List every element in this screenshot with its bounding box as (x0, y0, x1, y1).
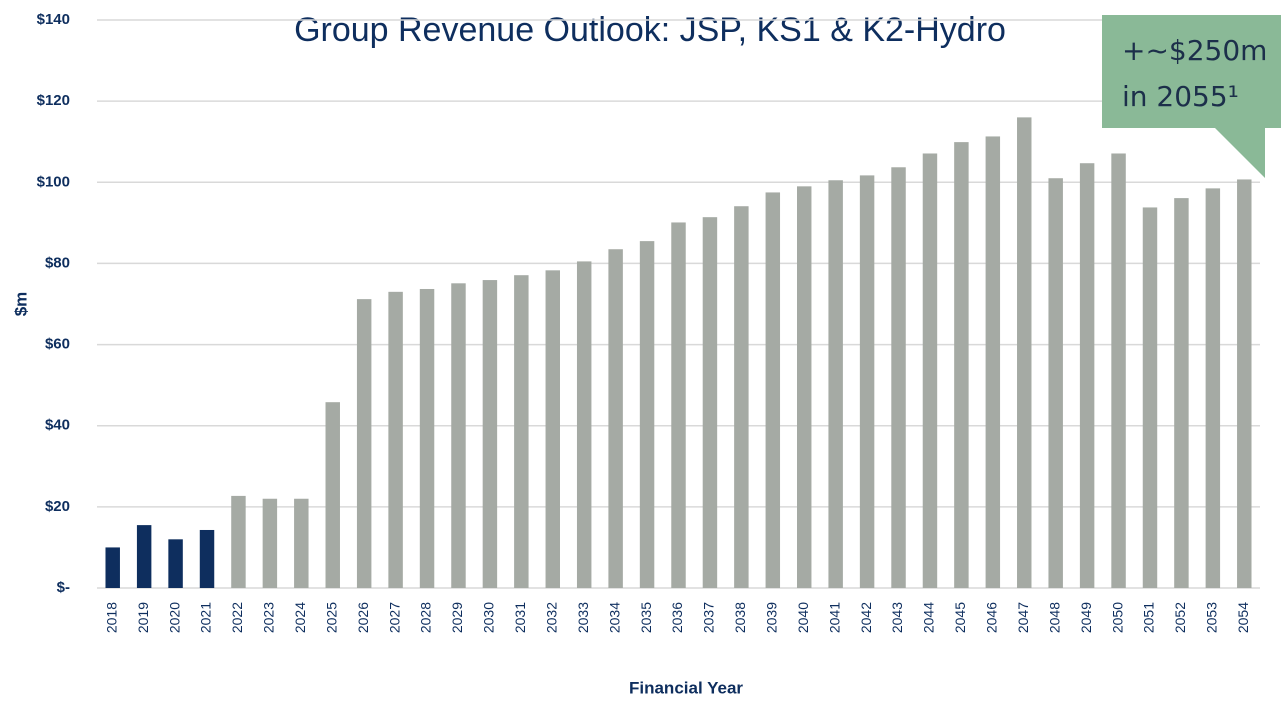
x-tick-label: 2054 (1235, 602, 1251, 633)
y-tick-label: $60 (45, 336, 70, 353)
bar (419, 288, 435, 588)
x-tick-label: 2043 (889, 602, 905, 633)
bar (671, 222, 686, 589)
bar (136, 525, 152, 588)
x-tick-label: 2046 (984, 602, 1000, 633)
bar (262, 498, 278, 588)
x-tick-label: 2042 (858, 602, 874, 633)
bar (1079, 163, 1095, 588)
x-tick-label: 2033 (575, 602, 591, 633)
x-tick-label: 2025 (323, 602, 339, 633)
x-tick-label: 2039 (764, 602, 780, 633)
bar (1017, 117, 1032, 588)
bar (105, 547, 120, 588)
x-tick-label: 2048 (1046, 602, 1062, 633)
x-tick-label: 2023 (261, 602, 277, 633)
bar (325, 402, 340, 588)
x-tick-label: 2020 (166, 602, 182, 633)
x-tick-label: 2041 (826, 602, 842, 633)
callout-box (1102, 15, 1281, 178)
x-tick-label: 2035 (638, 602, 654, 633)
x-tick-label: 2044 (921, 602, 937, 633)
x-tick-label: 2024 (292, 602, 308, 633)
bar (294, 498, 309, 588)
x-tick-label: 2053 (1204, 602, 1220, 633)
x-tick-label: 2026 (355, 602, 371, 633)
y-axis-label: $m (11, 292, 30, 317)
bar (1111, 153, 1126, 589)
y-tick-label: $80 (45, 254, 70, 271)
x-tick-label: 2021 (198, 602, 214, 633)
y-tick-label: $120 (37, 92, 70, 109)
bar (891, 167, 906, 588)
bar (985, 136, 1001, 588)
bar (451, 283, 466, 588)
y-tick-label: $- (57, 579, 70, 596)
annotation-line: +~$250m (1122, 34, 1267, 67)
x-tick-label: 2038 (732, 602, 748, 633)
bar (168, 539, 183, 588)
x-tick-label: 2030 (481, 602, 497, 633)
bar (482, 280, 498, 588)
x-axis-label: Financial Year (629, 678, 743, 697)
bar (859, 175, 875, 589)
y-tick-label: $40 (45, 417, 70, 434)
bar (1237, 179, 1252, 588)
x-tick-label: 2034 (606, 602, 622, 633)
y-tick-label: $100 (37, 173, 70, 190)
plot-area: $- $20 $40 $60 $80 $100 $120 $140 2018 2019 2020 20… (37, 11, 1260, 633)
bar (608, 249, 623, 588)
x-tick-label: 2018 (103, 602, 119, 633)
bar (1174, 198, 1189, 588)
annotation-line: in 2055¹ (1122, 80, 1239, 113)
x-tick-label: 2047 (1015, 602, 1031, 633)
chart-title: Group Revenue Outlook: JSP, KS1 & K2-Hyd… (294, 11, 1006, 49)
x-tick-label: 2050 (1109, 602, 1125, 633)
bar (231, 495, 246, 588)
y-tick-label: $20 (45, 498, 70, 515)
x-tick-label: 2032 (543, 602, 559, 633)
x-tick-label: 2022 (229, 602, 245, 633)
bar (1142, 207, 1158, 588)
bar (356, 299, 372, 588)
bar (765, 192, 781, 588)
x-tick-label: 2045 (952, 602, 968, 633)
x-tick-label: 2040 (795, 602, 811, 633)
bar (639, 241, 655, 588)
bar (702, 217, 718, 589)
x-tick-label: 2031 (512, 602, 528, 633)
bar (388, 291, 403, 588)
bar (545, 270, 560, 588)
x-tick-label: 2027 (386, 602, 402, 633)
bar (514, 275, 529, 588)
y-tick-label: $140 (37, 11, 70, 28)
x-tick-label: 2036 (669, 602, 685, 633)
bar (199, 529, 215, 588)
x-tick-label: 2019 (135, 602, 151, 633)
bar (734, 206, 749, 589)
bar (576, 261, 592, 588)
bar (922, 153, 938, 589)
x-tick-label: 2029 (449, 602, 465, 633)
bar (1205, 188, 1221, 588)
bar (797, 186, 812, 589)
x-tick-label: 2037 (701, 602, 717, 633)
x-tick-label: 2028 (418, 602, 434, 633)
x-tick-label: 2052 (1172, 602, 1188, 633)
bar (828, 180, 843, 588)
bar (1048, 178, 1063, 588)
x-tick-label: 2051 (1141, 602, 1157, 633)
x-tick-label: 2049 (1078, 602, 1094, 633)
bar (954, 142, 969, 588)
